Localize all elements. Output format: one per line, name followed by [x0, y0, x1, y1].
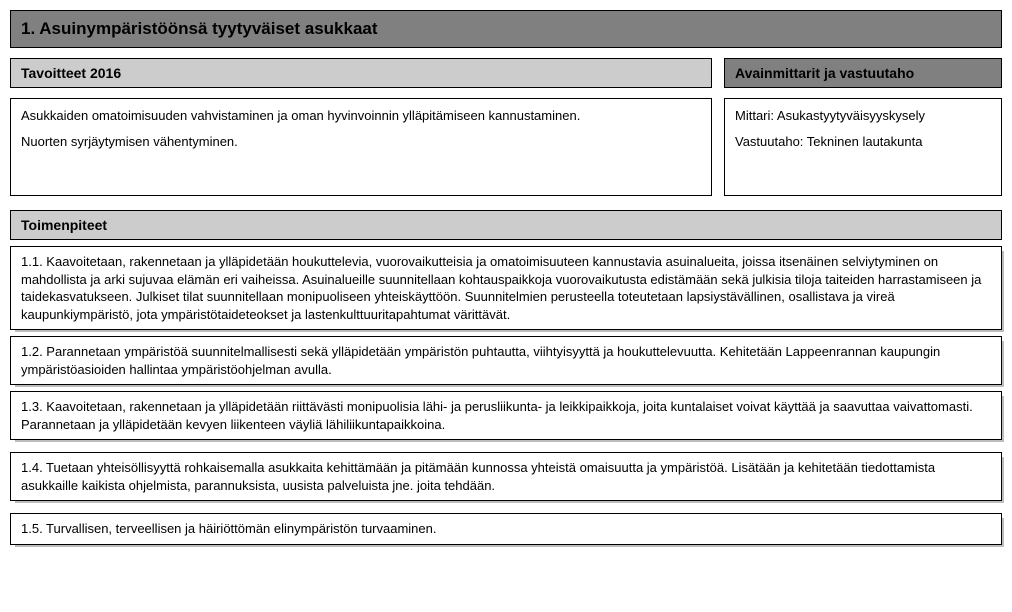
- goals-line-2: Nuorten syrjäytymisen vähentyminen.: [21, 133, 701, 151]
- action-text: 1.1. Kaavoitetaan, rakennetaan ja ylläpi…: [10, 246, 1002, 330]
- goals-header: Tavoitteet 2016: [10, 58, 712, 88]
- goals-body: Asukkaiden omatoimisuuden vahvistaminen …: [10, 98, 712, 196]
- action-item-1: 1.1. Kaavoitetaan, rakennetaan ja ylläpi…: [10, 246, 1002, 330]
- action-item-3: 1.3. Kaavoitetaan, rakennetaan ja ylläpi…: [10, 391, 1002, 440]
- action-text: 1.5. Turvallisen, terveellisen ja häiriö…: [10, 513, 1002, 545]
- metrics-line-2: Vastuutaho: Tekninen lautakunta: [735, 133, 991, 151]
- action-text: 1.2. Parannetaan ympäristöä suunnitelmal…: [10, 336, 1002, 385]
- action-item-2: 1.2. Parannetaan ympäristöä suunnitelmal…: [10, 336, 1002, 385]
- goals-column: Tavoitteet 2016 Asukkaiden omatoimisuude…: [10, 58, 712, 196]
- action-text: 1.4. Tuetaan yhteisöllisyyttä rohkaisema…: [10, 452, 1002, 501]
- actions-header: Toimenpiteet: [10, 210, 1002, 240]
- goals-line-1: Asukkaiden omatoimisuuden vahvistaminen …: [21, 107, 701, 125]
- two-column-row: Tavoitteet 2016 Asukkaiden omatoimisuude…: [10, 58, 1002, 196]
- metrics-body: Mittari: Asukastyytyväisyyskysely Vastuu…: [724, 98, 1002, 196]
- metrics-header: Avainmittarit ja vastuutaho: [724, 58, 1002, 88]
- metrics-line-1: Mittari: Asukastyytyväisyyskysely: [735, 107, 991, 125]
- main-header: 1. Asuinympäristöönsä tyytyväiset asukka…: [10, 10, 1002, 48]
- action-item-4: 1.4. Tuetaan yhteisöllisyyttä rohkaisema…: [10, 452, 1002, 501]
- metrics-column: Avainmittarit ja vastuutaho Mittari: Asu…: [724, 58, 1002, 196]
- action-item-5: 1.5. Turvallisen, terveellisen ja häiriö…: [10, 513, 1002, 545]
- action-text: 1.3. Kaavoitetaan, rakennetaan ja ylläpi…: [10, 391, 1002, 440]
